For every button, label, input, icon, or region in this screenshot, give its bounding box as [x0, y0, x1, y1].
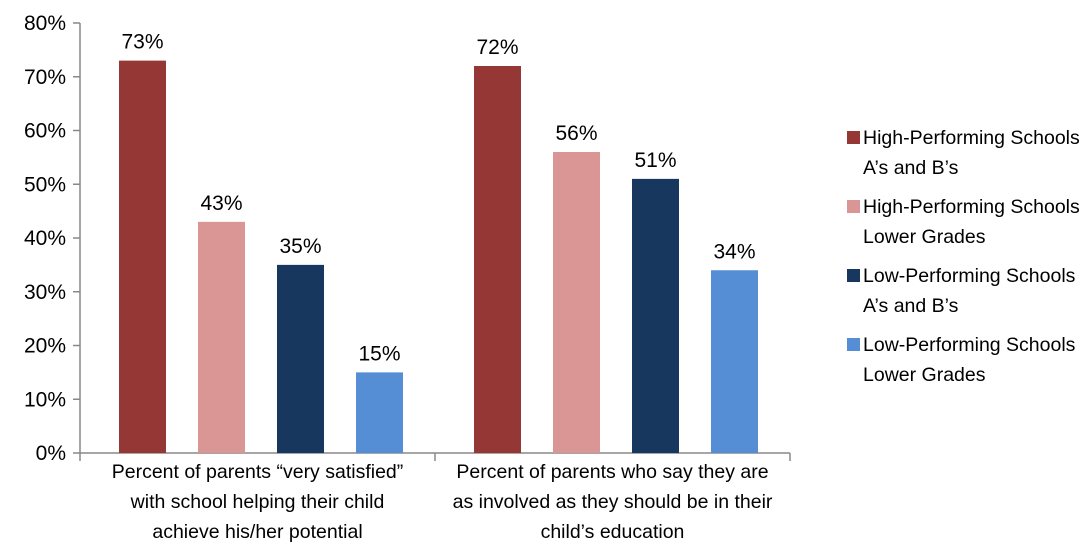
category-label: Percent of parents who say they are as in… [453, 461, 773, 543]
data-label: 35% [279, 235, 321, 258]
bar [198, 221, 245, 453]
y-tick-label: 50% [24, 173, 66, 196]
y-tick-label: 70% [24, 66, 66, 89]
data-label: 15% [358, 342, 400, 365]
bar [277, 264, 324, 453]
bar [119, 60, 166, 453]
data-label: 56% [555, 122, 597, 145]
y-tick-label: 30% [24, 281, 66, 304]
y-tick-label: 0% [36, 442, 66, 465]
data-label: 73% [121, 31, 163, 54]
legend-swatch [847, 200, 860, 213]
legend-label: High-Performing Schools A’s and B’s [863, 127, 1080, 179]
legend-swatch [847, 269, 860, 282]
data-label: 51% [634, 149, 676, 172]
data-label: 34% [713, 240, 755, 263]
y-tick-label: 80% [24, 12, 66, 35]
y-tick-label: 60% [24, 120, 66, 143]
bar [632, 178, 679, 453]
bar [474, 66, 521, 453]
data-label: 43% [200, 192, 242, 215]
legend-swatch [847, 131, 860, 144]
legend-label: High-Performing Schools Lower Grades [863, 196, 1080, 248]
y-tick-label: 10% [24, 388, 66, 411]
category-label: Percent of parents “very satisfied” with … [112, 461, 404, 543]
data-label: 72% [476, 36, 518, 59]
legend-label: Low-Performing Schools Lower Grades [863, 334, 1076, 386]
y-tick-label: 40% [24, 227, 66, 250]
legend-label: Low-Performing Schools A’s and B’s [863, 265, 1076, 317]
bar [711, 270, 758, 453]
y-tick-label: 20% [24, 335, 66, 358]
bar [553, 152, 600, 453]
legend-swatch [847, 338, 860, 351]
bar [356, 372, 403, 453]
